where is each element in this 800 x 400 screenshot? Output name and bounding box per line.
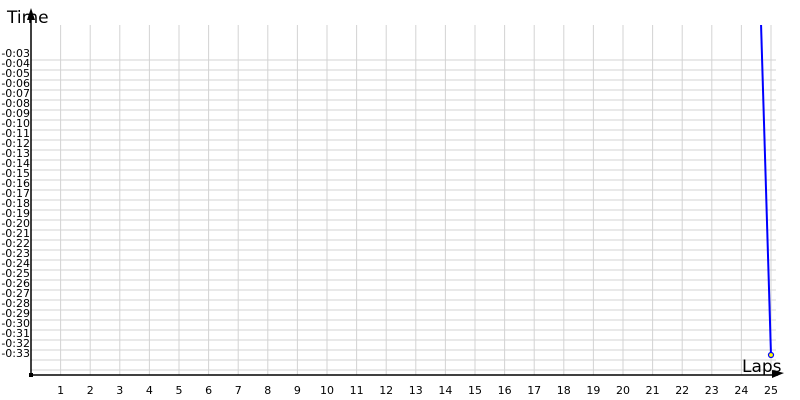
grid	[31, 25, 776, 375]
y-tick-label: -0:25	[1, 267, 30, 280]
x-tick-label: 15	[468, 384, 482, 397]
y-axis-label: Time	[6, 8, 49, 28]
x-tick-label: 21	[646, 384, 660, 397]
x-tick-label: 6	[205, 384, 212, 397]
y-tick-label: -0:22	[1, 237, 30, 250]
x-tick-label: 22	[675, 384, 689, 397]
y-tick-label: -0:33	[1, 347, 30, 360]
y-tick-label: -0:29	[1, 307, 30, 320]
series-line	[760, 25, 772, 356]
x-tick-labels: 1 2 3 4 5 6 7 8 9 10 11 12 13 14 15 16 17 18 19 20 21 22 23 24 2…	[57, 384, 778, 397]
y-tick-label: -0:26	[1, 277, 30, 290]
y-tick-label: -0:17	[1, 187, 30, 200]
y-tick-label: -0:23	[1, 247, 30, 260]
y-tick-label: -0:32	[1, 337, 30, 350]
x-tick-label: 25	[764, 384, 778, 397]
x-tick-label: 17	[527, 384, 541, 397]
y-tick-label: -0:21	[1, 227, 30, 240]
y-tick-label: -0:18	[1, 197, 30, 210]
x-tick-label: 9	[294, 384, 301, 397]
y-tick-label: -0:07	[1, 87, 30, 100]
y-tick-label: -0:19	[1, 207, 30, 220]
x-tick-label: 2	[87, 384, 94, 397]
x-tick-label: 7	[235, 384, 242, 397]
data-point	[767, 351, 775, 359]
y-tick-label: -0:03	[1, 47, 30, 60]
y-tick-label: -0:20	[1, 217, 30, 230]
series-layer	[760, 25, 775, 359]
x-tick-label: 8	[264, 384, 271, 397]
x-axis-label: Laps	[742, 357, 782, 377]
x-tick-label: 19	[586, 384, 600, 397]
origin-marker	[29, 373, 33, 377]
x-tick-label: 18	[557, 384, 571, 397]
y-tick-label: -0:15	[1, 167, 30, 180]
x-tick-label: 24	[734, 384, 748, 397]
x-tick-label: 4	[146, 384, 153, 397]
x-tick-label: 3	[116, 384, 123, 397]
y-tick-label: -0:28	[1, 297, 30, 310]
y-tick-label: -0:27	[1, 287, 30, 300]
x-tick-label: 5	[176, 384, 183, 397]
y-tick-label: -0:12	[1, 137, 30, 150]
y-tick-label: -0:09	[1, 107, 30, 120]
x-tick-label: 10	[320, 384, 334, 397]
x-tick-label: 23	[705, 384, 719, 397]
y-tick-label: -0:06	[1, 77, 30, 90]
x-tick-label: 12	[379, 384, 393, 397]
y-tick-label: -0:05	[1, 67, 30, 80]
x-tick-label: 16	[498, 384, 512, 397]
x-tick-label: 13	[409, 384, 423, 397]
y-tick-label: -0:16	[1, 177, 30, 190]
y-axis-arrow-icon	[27, 8, 35, 20]
x-axis-arrow-icon	[772, 370, 784, 378]
y-tick-label: -0:04	[1, 57, 30, 70]
y-tick-label: -0:11	[1, 127, 30, 140]
y-tick-labels: -0:03-0:04-0:05-0:06-0:07-0:08-0:09-0:10…	[1, 47, 30, 360]
x-tick-label: 20	[616, 384, 630, 397]
y-tick-label: -0:30	[1, 317, 30, 330]
y-tick-label: -0:10	[1, 117, 30, 130]
y-tick-label: -0:14	[1, 157, 30, 170]
y-tick-label: -0:31	[1, 327, 30, 340]
x-tick-label: 11	[350, 384, 364, 397]
y-tick-label: -0:08	[1, 97, 30, 110]
y-tick-label: -0:13	[1, 147, 30, 160]
x-tick-label: 14	[438, 384, 452, 397]
x-tick-label: 1	[57, 384, 64, 397]
y-tick-label: -0:24	[1, 257, 30, 270]
